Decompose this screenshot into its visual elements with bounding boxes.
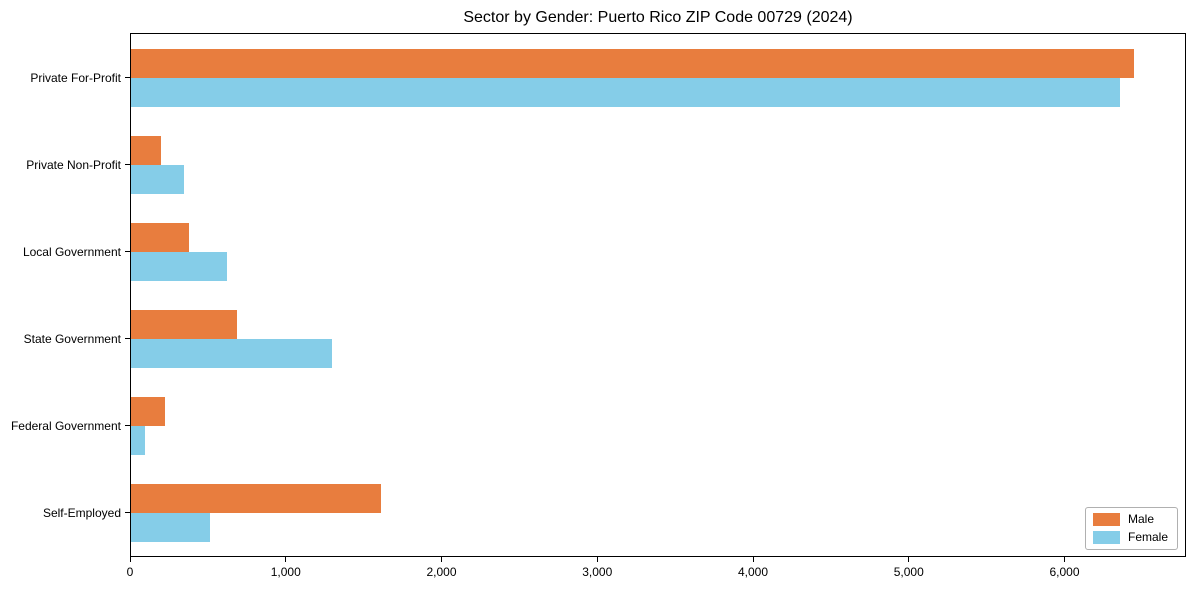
category-row: Private For-Profit (30, 34, 1185, 121)
category-row: Self-Employed (43, 469, 1185, 556)
x-tick-mark (285, 557, 287, 562)
x-tick-mark (752, 557, 754, 562)
y-tick-mark (125, 511, 130, 513)
x-tick-label: 4,000 (737, 565, 769, 579)
x-tick-label: 6,000 (1049, 565, 1080, 579)
x-tick-mark (908, 557, 910, 562)
y-tick-mark (125, 337, 130, 339)
chart-title: Sector by Gender: Puerto Rico ZIP Code 0… (463, 9, 853, 26)
category-row: Local Government (23, 208, 1185, 295)
x-tick-label: 5,000 (893, 565, 924, 579)
bar-male (131, 222, 189, 252)
category-row: Federal Government (11, 382, 1185, 469)
plot-area: Private For-Profit Private Non-Profit Loca… (11, 33, 1186, 557)
x-axis-ticks: 0 1,000 2,000 3,000 4,000 5,000 6,000 (126, 556, 1186, 584)
bar-rows: Private For-Profit Private Non-Profit Loca… (11, 34, 1185, 556)
bar-female (131, 251, 228, 281)
category-row: State Government (24, 295, 1185, 382)
bar-female (131, 77, 1120, 107)
legend-label: Female (1127, 530, 1168, 544)
bar-male (131, 396, 166, 426)
bar-male (131, 48, 1135, 78)
bar-female (131, 164, 184, 194)
category-row: Private Non-Profit (26, 121, 1185, 208)
x-tick-mark (441, 557, 442, 562)
bar-male (131, 483, 382, 513)
category-label: Self-Employed (42, 505, 121, 520)
x-tick-mark (596, 557, 598, 562)
category-label: Local Government (22, 244, 121, 259)
x-tick-label: 0 (126, 565, 134, 579)
legend-swatch (1092, 513, 1120, 526)
category-label: State Government (23, 331, 121, 346)
y-tick-mark (125, 163, 130, 165)
x-tick-label: 3,000 (582, 565, 613, 579)
category-label: Federal Government (10, 418, 121, 433)
y-tick-mark (125, 76, 130, 78)
bar-female (131, 425, 145, 455)
x-tick-mark (129, 557, 131, 562)
legend-item: Male (1092, 512, 1168, 526)
y-tick-mark (125, 250, 130, 252)
x-tick-label: 2,000 (426, 565, 457, 579)
bar-male (131, 135, 161, 165)
legend-label: Male (1127, 512, 1154, 526)
category-label: Private Non-Profit (26, 157, 121, 172)
bar-male (131, 309, 237, 339)
legend-item: Female (1092, 530, 1168, 544)
bar-female (131, 512, 210, 542)
legend: Male Female (1084, 507, 1178, 550)
legend-swatch (1092, 531, 1120, 544)
category-label: Private For-Profit (30, 70, 121, 85)
bar-female (131, 338, 332, 368)
x-tick-mark (1064, 557, 1065, 562)
y-tick-mark (125, 424, 130, 426)
x-tick-label: 1,000 (270, 565, 301, 579)
